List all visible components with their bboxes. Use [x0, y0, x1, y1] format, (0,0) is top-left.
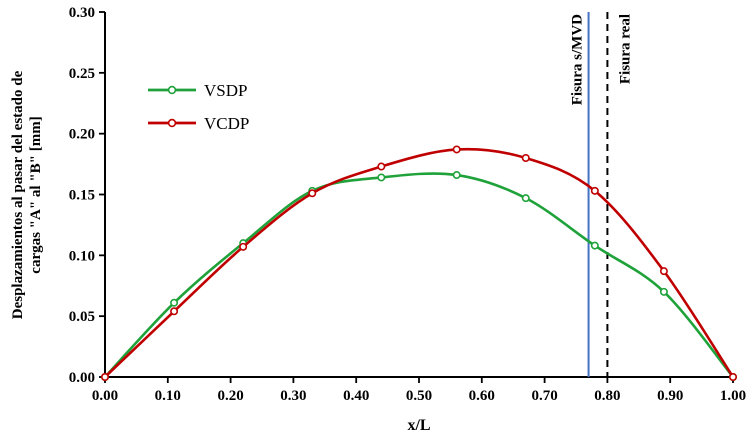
legend-label-vcdp: VCDP	[204, 114, 249, 133]
x-tick-label: 0.90	[657, 388, 683, 404]
vcdp-marker	[170, 307, 179, 316]
y-tick-label: 0.30	[69, 5, 95, 21]
vsdp-marker	[659, 287, 668, 296]
vsdp-marker	[170, 298, 179, 307]
annotation-label-fisura-mvd: Fisura s/MVD	[570, 14, 586, 105]
x-tick-label: 0.70	[531, 388, 557, 404]
vsdp-marker	[452, 171, 461, 180]
x-tick-label: 0.20	[217, 388, 243, 404]
vcdp-marker	[377, 162, 386, 171]
x-tick-label: 0.00	[92, 388, 118, 404]
legend-label-vsdp: VSDP	[204, 81, 247, 100]
y-axis-title-line: Desplazamientos al pasar del estado de	[10, 70, 26, 319]
legend-marker-vcdp	[167, 118, 177, 128]
vsdp-marker	[590, 241, 599, 250]
vcdp-marker	[521, 154, 530, 163]
vsdp-marker	[377, 173, 386, 182]
vsdp-marker	[521, 194, 530, 203]
y-tick-label: 0.20	[69, 127, 95, 143]
x-tick-label: 0.60	[469, 388, 495, 404]
y-tick-label: 0.15	[69, 188, 95, 204]
y-tick-label: 0.05	[69, 309, 95, 325]
y-tick-label: 0.10	[69, 248, 95, 264]
x-tick-label: 0.40	[343, 388, 369, 404]
vcdp-marker	[101, 372, 110, 381]
vcdp-marker	[308, 189, 317, 198]
vsdp-line	[103, 172, 735, 379]
x-tick-label: 0.10	[155, 388, 181, 404]
x-tick-label: 0.50	[406, 388, 432, 404]
vcdp-marker	[239, 242, 248, 251]
y-axis-title-line: cargas "A" al "B" [mm]	[28, 116, 44, 273]
x-tick-label: 0.30	[280, 388, 306, 404]
vcdp-marker	[590, 186, 599, 195]
annotation-label-fisura-real: Fisura real	[617, 14, 633, 84]
y-tick-label: 0.00	[69, 370, 95, 386]
legend-marker-vsdp	[167, 85, 177, 95]
vcdp-line	[103, 147, 735, 379]
x-tick-label: 1.00	[720, 388, 746, 404]
y-tick-label: 0.25	[69, 66, 95, 82]
vcdp-marker	[728, 372, 737, 381]
x-tick-label: 0.80	[594, 388, 620, 404]
x-axis-title: x/L	[407, 417, 430, 434]
vcdp-marker	[659, 267, 668, 276]
vcdp-marker	[452, 145, 461, 154]
